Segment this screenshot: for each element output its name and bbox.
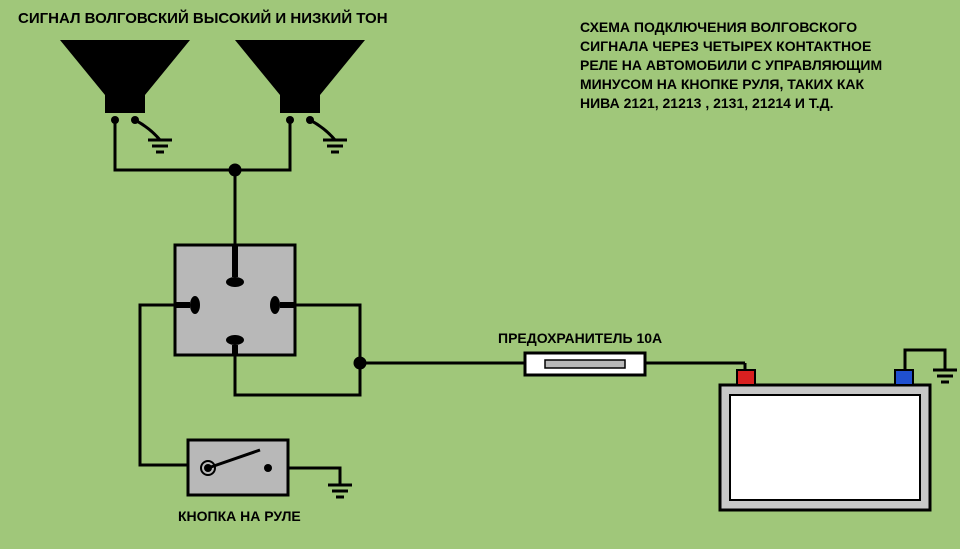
relay	[175, 245, 295, 355]
wiring-diagram	[0, 0, 960, 549]
wire-horns-to-relay	[115, 120, 290, 245]
steering-button	[188, 440, 288, 495]
ground-horn2	[310, 120, 347, 152]
wire-button-ground	[288, 468, 352, 497]
battery	[720, 370, 930, 510]
horn-low-tone	[235, 40, 365, 124]
horn-high-tone	[60, 40, 190, 124]
ground-horn1	[135, 120, 172, 152]
wire-fuse-to-battery	[645, 363, 745, 370]
fuse	[525, 353, 645, 375]
